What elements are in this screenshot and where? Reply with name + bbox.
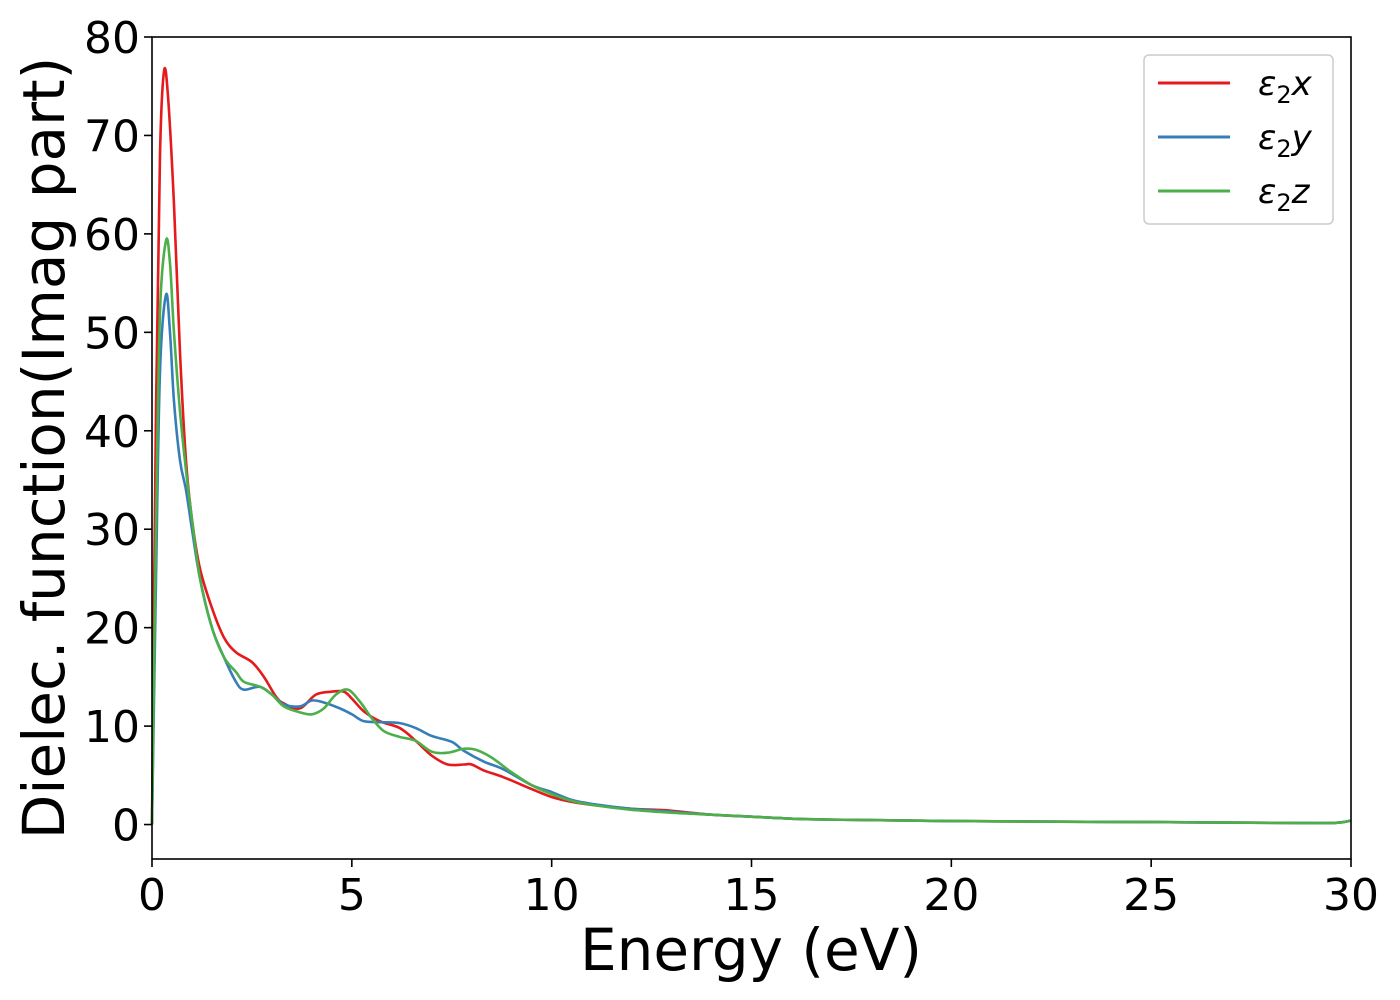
y-tick-label: 40 — [84, 407, 140, 458]
legend-label-z: ε2z — [1258, 172, 1311, 217]
x-tick-label: 10 — [524, 870, 580, 921]
x-tick-label: 30 — [1323, 870, 1379, 921]
series-layer — [150, 66, 1352, 825]
y-axis-ticks: 0 10 20 30 40 50 60 70 80 — [84, 13, 152, 852]
x-tick-label: 25 — [1123, 870, 1179, 921]
legend-label-y: ε2y — [1258, 118, 1313, 163]
legend-frame — [1143, 54, 1334, 225]
legend-label-x: ε2x — [1258, 64, 1313, 109]
y-axis-label: Dielec. function(Imag part) — [10, 57, 78, 840]
y-tick-label: 50 — [84, 308, 140, 359]
y-tick-label: 60 — [84, 210, 140, 261]
series-line-y — [150, 292, 1352, 825]
y-tick-label: 30 — [84, 505, 140, 556]
x-axis-ticks: 0 5 10 15 20 25 30 — [138, 859, 1379, 921]
legend: ε2x ε2y ε2z — [1143, 54, 1334, 225]
x-tick-label: 0 — [138, 870, 166, 921]
y-tick-label: 0 — [112, 801, 140, 852]
x-axis-label: Energy (eV) — [580, 916, 922, 984]
y-tick-label: 70 — [84, 111, 140, 162]
y-tick-label: 20 — [84, 604, 140, 655]
x-tick-label: 20 — [923, 870, 979, 921]
y-tick-label: 80 — [84, 13, 140, 64]
x-tick-label: 5 — [338, 870, 366, 921]
y-tick-label: 10 — [84, 702, 140, 753]
x-tick-label: 15 — [724, 870, 780, 921]
plot-frame — [151, 36, 1352, 860]
series-line-z — [150, 237, 1352, 825]
